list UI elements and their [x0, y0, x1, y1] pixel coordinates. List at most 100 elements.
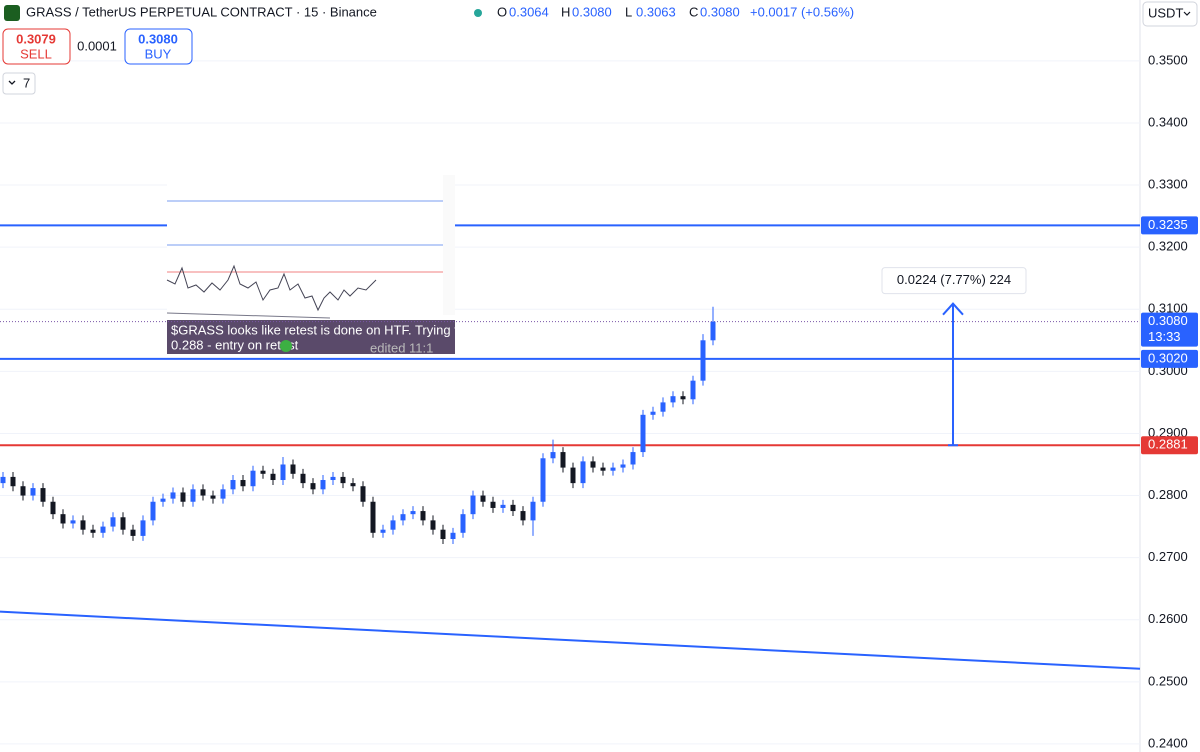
tweet-text: $GRASS looks like retest is done on HTF.…: [171, 322, 502, 337]
candle-body: [510, 504, 516, 512]
candle-body: [380, 529, 386, 533]
indicator-toggle[interactable]: [2, 72, 36, 95]
y-tick-label: 0.2600: [1148, 611, 1188, 626]
price-tag: [1141, 436, 1198, 455]
last-price-tag: [1141, 312, 1198, 347]
candle-body: [590, 461, 596, 468]
candle-body: [390, 520, 396, 530]
chevron: [8, 80, 16, 85]
candle-body: [460, 514, 466, 533]
candle-body: [360, 486, 366, 502]
ohlc-value: 0.3080: [572, 4, 612, 19]
candle-body: [90, 529, 96, 533]
candle-body: [170, 492, 176, 499]
inset-axis: [443, 175, 455, 315]
candle-body: [340, 476, 346, 484]
candle-body: [630, 452, 636, 465]
candle-body: [180, 492, 186, 502]
candle-body: [700, 340, 706, 381]
candle-body: [120, 517, 126, 530]
candle-body: [580, 461, 586, 484]
y-tick-label: 0.2800: [1148, 487, 1188, 502]
candle-body: [420, 511, 426, 521]
candle-body: [200, 489, 206, 496]
inset-trend: [166, 312, 331, 319]
candle-body: [490, 501, 496, 508]
last-price-label: 0.3080: [1148, 313, 1188, 328]
spread: 0.0001: [77, 38, 117, 53]
candle-body: [560, 452, 566, 468]
candle-body: [430, 520, 436, 530]
y-tick-label: 0.3500: [1148, 52, 1188, 67]
ohlc-key: L: [625, 4, 632, 19]
candle-body: [660, 402, 666, 412]
candle-body: [290, 464, 296, 474]
candle-body: [500, 504, 506, 508]
candle-body: [530, 501, 536, 521]
ohlc-value: 0.3064: [509, 4, 549, 19]
price-tag: [1141, 216, 1198, 235]
candle-body: [60, 514, 66, 524]
candle-body: [310, 483, 316, 490]
measure-label-box: [881, 267, 1027, 295]
candle-body: [230, 480, 236, 490]
candle-body: [0, 476, 6, 484]
status-dot: [474, 9, 482, 17]
candle-body: [470, 495, 476, 515]
price-tag: [1141, 349, 1198, 368]
candle-body: [440, 529, 446, 540]
buy-button[interactable]: [124, 28, 193, 65]
y-tick-label: 0.2700: [1148, 549, 1188, 564]
measure-label: 0.0224 (7.77%) 224: [897, 272, 1011, 287]
candle-body: [330, 476, 336, 481]
y-tick-label: 0.2500: [1148, 673, 1188, 688]
logo: [4, 5, 20, 21]
candle-body: [150, 501, 156, 521]
candle-body: [350, 483, 356, 487]
candle-body: [400, 514, 406, 521]
y-tick-label: 0.2400: [1148, 735, 1188, 750]
inset-price: [166, 264, 377, 312]
candle-body: [610, 467, 616, 471]
y-tick-label: 0.3200: [1148, 239, 1188, 254]
candle-body: [240, 480, 246, 487]
candle-body: [110, 517, 116, 527]
buy-label: BUY: [145, 46, 172, 61]
price-tag-label: 0.2881: [1148, 437, 1188, 452]
candle-body: [480, 495, 486, 502]
candle-body: [600, 467, 606, 471]
candle-body: [280, 464, 286, 481]
price-tag-label: 0.3235: [1148, 217, 1188, 232]
tweet-text: 0.288 - entry on retest: [171, 337, 299, 352]
symbol-title: GRASS / TetherUS PERPETUAL CONTRACT · 15…: [26, 4, 377, 19]
candle-body: [140, 520, 146, 536]
candle-body: [250, 470, 256, 487]
candle-body: [190, 489, 196, 502]
sell-button[interactable]: [2, 28, 71, 65]
candle-body: [450, 532, 456, 540]
y-tick-label: 0.3400: [1148, 114, 1188, 129]
currency-select[interactable]: [1142, 1, 1198, 27]
candle-body: [680, 396, 686, 400]
tweet-edited: edited 11:1: [370, 340, 433, 355]
price-tag-label: 0.3020: [1148, 350, 1188, 365]
candle-body: [620, 464, 626, 468]
candle-body: [710, 321, 716, 341]
candle-body: [100, 526, 106, 533]
change: +0.0017 (+0.56%): [750, 4, 854, 19]
chevron: [1183, 11, 1191, 16]
ohlc-key: C: [689, 4, 698, 19]
sell-label: SELL: [20, 46, 52, 61]
candle-body: [640, 414, 646, 453]
ohlc-key: H: [561, 4, 570, 19]
ohlc-key: O: [497, 4, 507, 19]
candle-body: [570, 467, 576, 484]
candle-body: [300, 473, 306, 484]
candle-body: [40, 488, 46, 502]
candle-body: [540, 458, 546, 502]
measure-arrowhead: [942, 302, 964, 316]
y-tick-label: 0.3100: [1148, 301, 1188, 316]
candle-body: [70, 520, 76, 524]
